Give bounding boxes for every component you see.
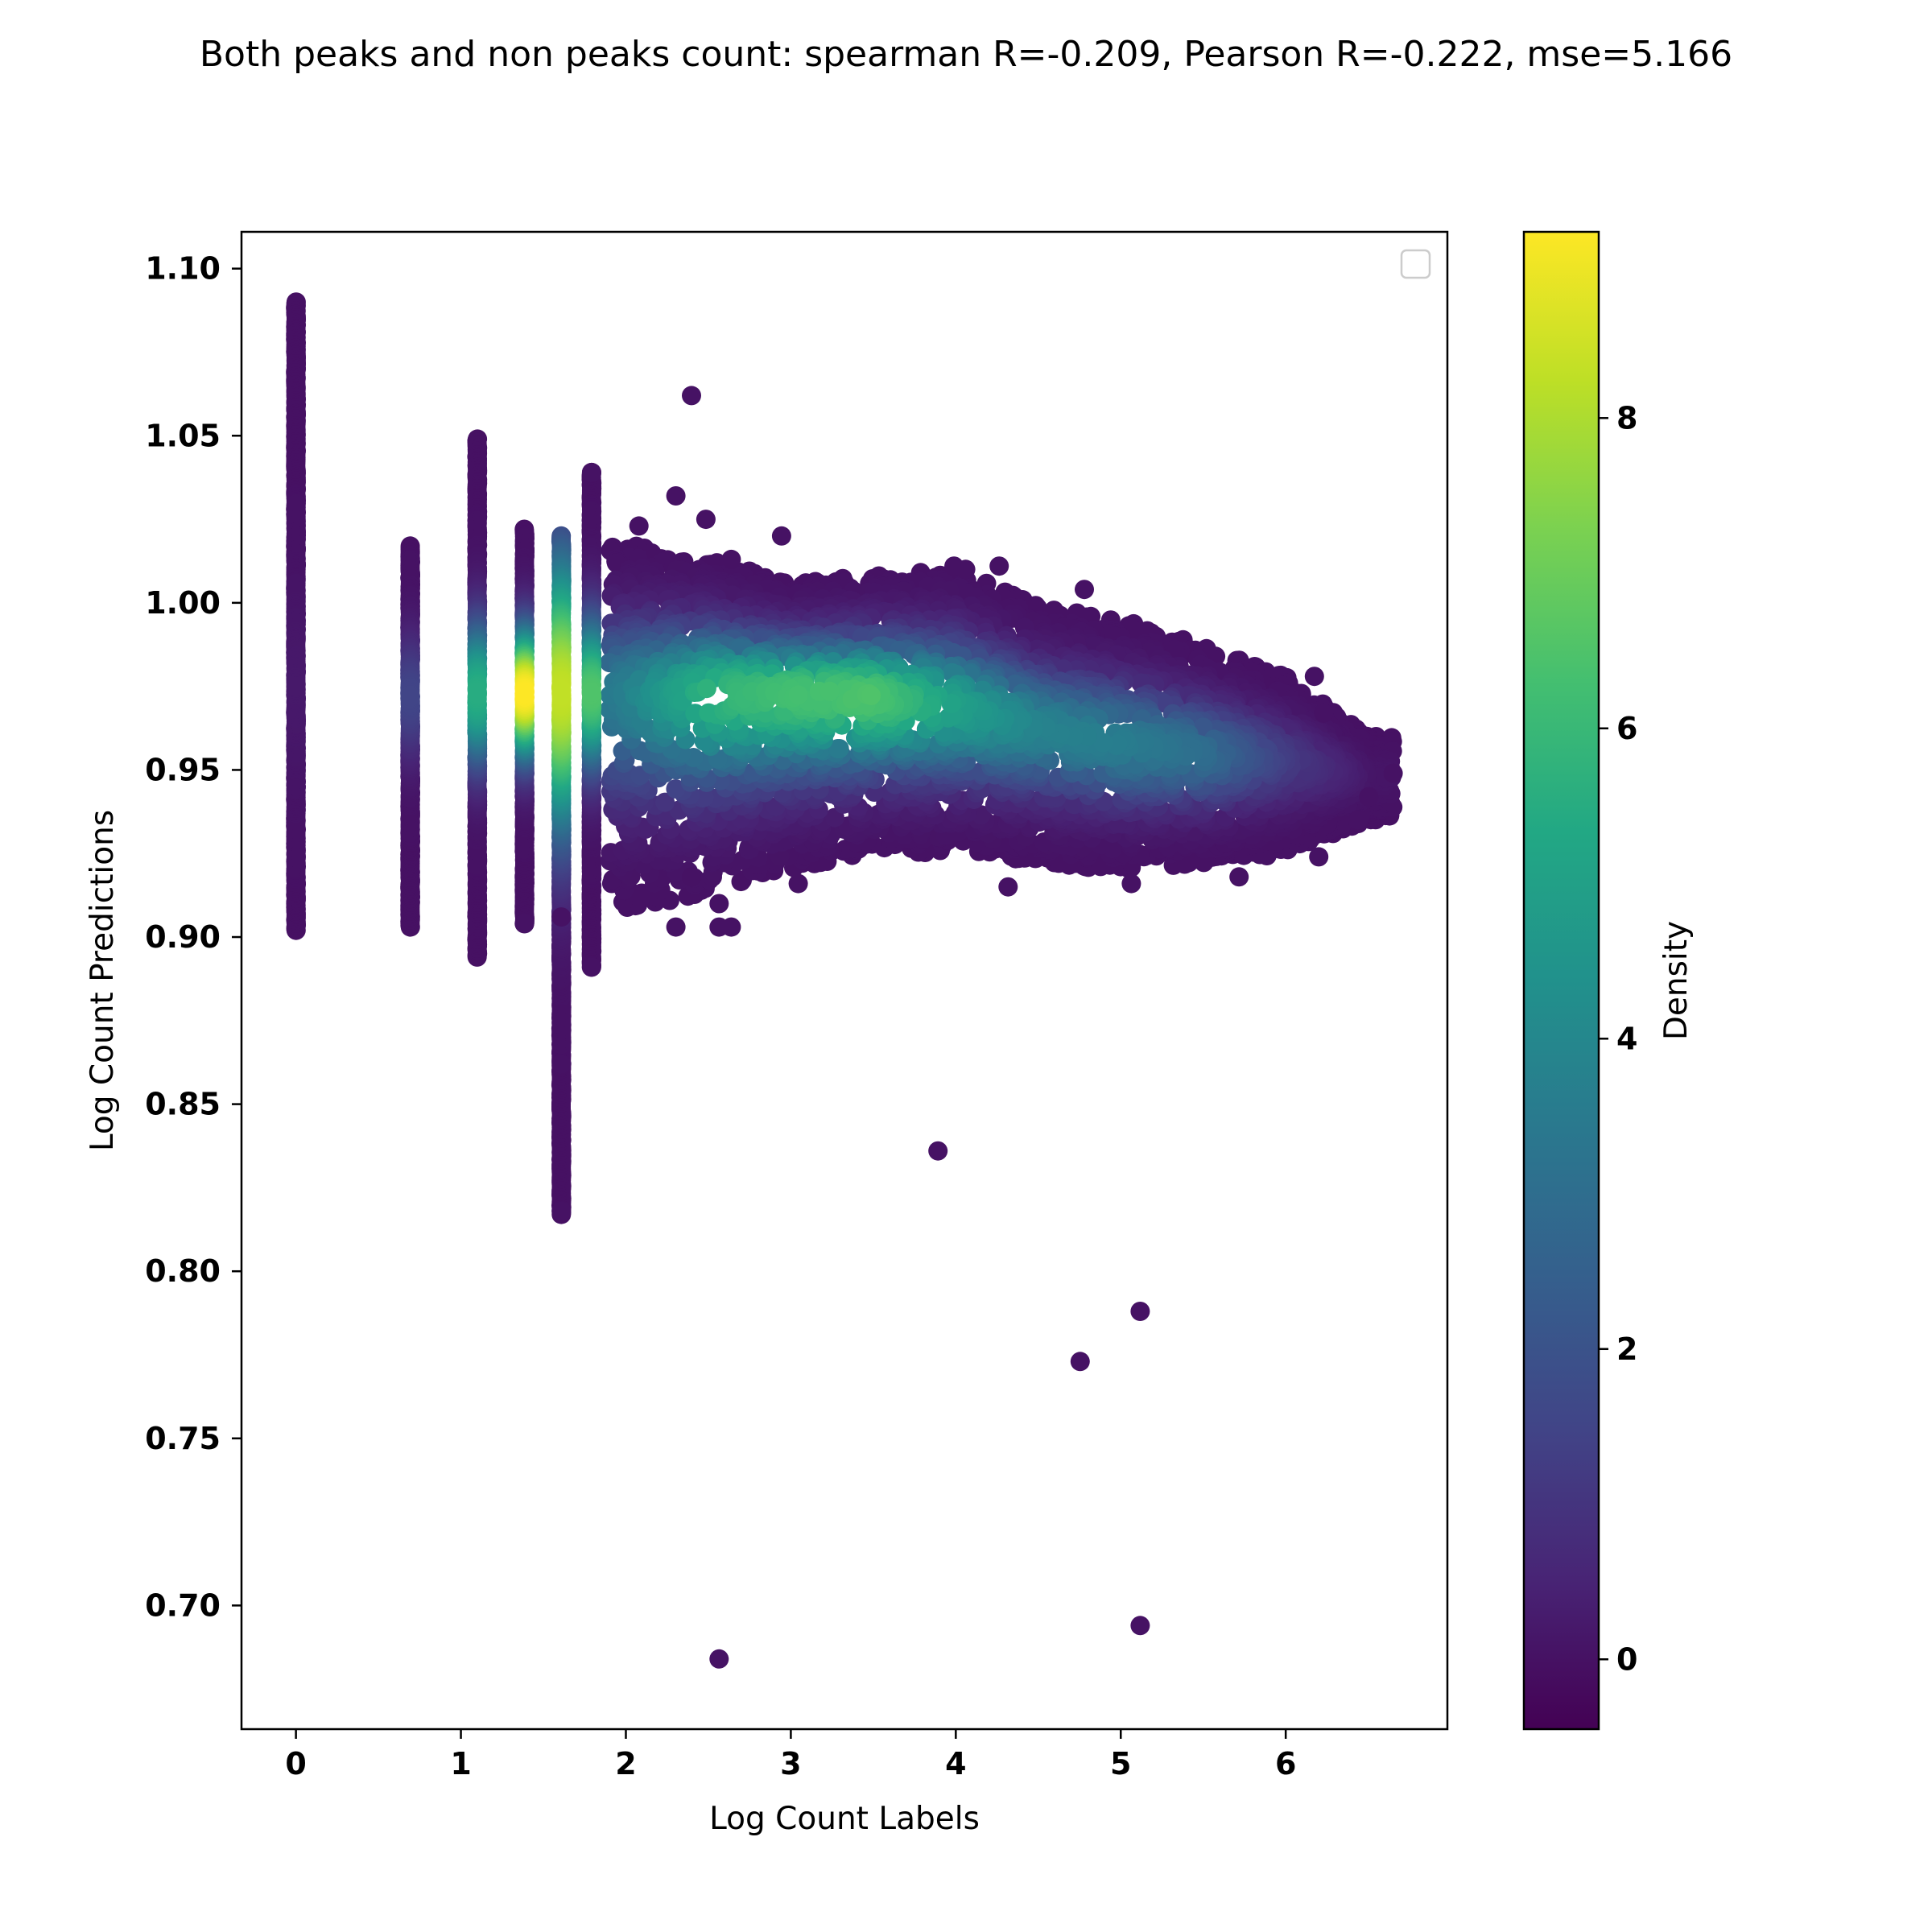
scatter-point	[286, 676, 306, 696]
scatter-point	[401, 687, 420, 707]
scatter-points	[286, 292, 1403, 1669]
plot-area	[286, 292, 1403, 1669]
chart-title: Both peaks and non peaks count: spearman…	[200, 34, 1732, 75]
